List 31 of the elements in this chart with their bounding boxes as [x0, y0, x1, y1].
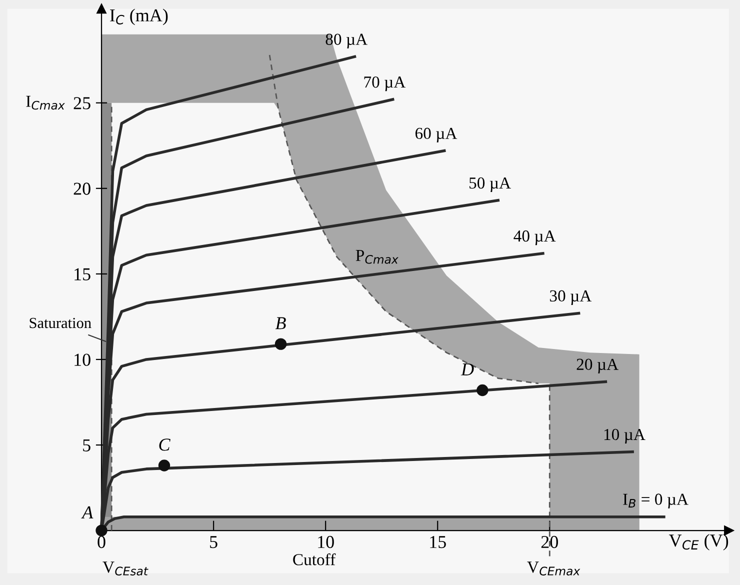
- annotation: P$_{Cmax}$: [356, 250, 398, 264]
- y-axis-title: I$_{C}$ (mA): [110, 8, 168, 26]
- x-tick-label: 0: [98, 536, 106, 548]
- series-label: 80 µA: [326, 34, 368, 48]
- x-tick-label: 15: [430, 536, 446, 548]
- series-label: 10 µA: [604, 428, 646, 444]
- annotation: Saturation: [30, 318, 92, 328]
- annotation: A: [81, 506, 94, 518]
- annotation: C: [159, 438, 170, 451]
- y-tick-label: 15: [74, 268, 90, 280]
- series-label: 30 µA: [550, 290, 592, 305]
- series-label: 70 µA: [364, 76, 406, 92]
- series-label: 20 µA: [576, 358, 618, 374]
- y-tick-label: 20: [74, 182, 90, 195]
- y-tick-label: 10: [74, 354, 90, 366]
- annotation: V$_{CEsat}$: [102, 562, 148, 576]
- x-axis-title: V$_{CE}$ (V): [668, 534, 728, 550]
- annotation: I$_{Cmax}$: [26, 96, 65, 110]
- annotation: D: [460, 363, 474, 376]
- y-tick-label: 25: [74, 97, 90, 110]
- series-label: 40 µA: [514, 230, 556, 246]
- annotation: V$_{CEmax}$: [527, 562, 580, 576]
- x-tick-label: 5: [210, 536, 218, 548]
- series-label: I$_{B}$ = 0 µA: [623, 494, 688, 508]
- x-tick-label: 20: [541, 536, 558, 548]
- series-label: 60 µA: [415, 128, 458, 142]
- series-label: 50 µA: [470, 177, 511, 192]
- x-tick-label: 10: [318, 536, 334, 548]
- annotation: Cutoff: [293, 553, 336, 566]
- y-tick-label: 5: [83, 439, 90, 452]
- annotation: B: [275, 317, 286, 330]
